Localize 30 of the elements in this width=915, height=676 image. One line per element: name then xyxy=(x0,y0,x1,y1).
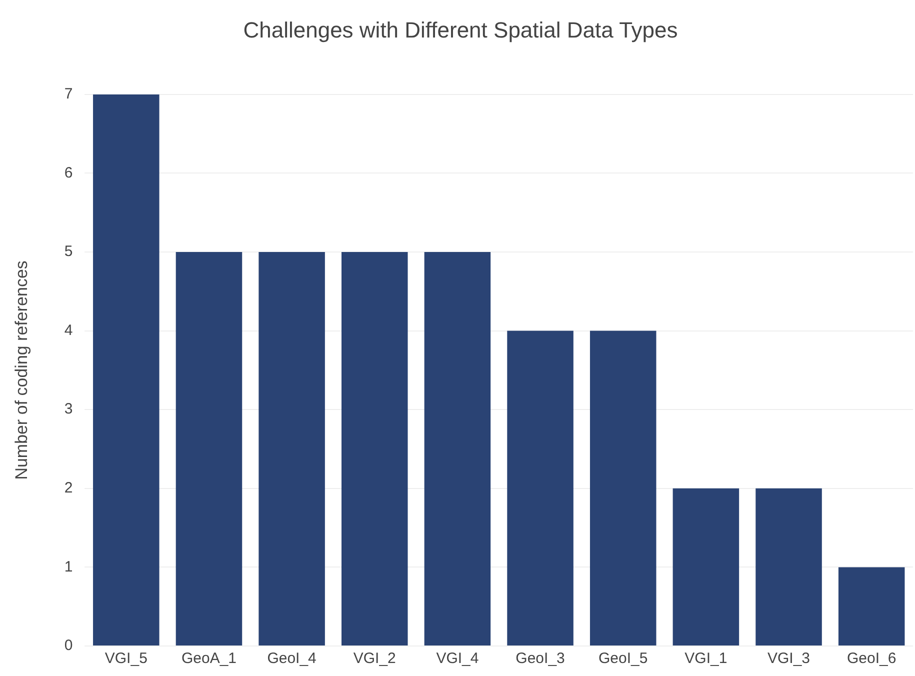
chart-title: Challenges with Different Spatial Data Types xyxy=(243,17,678,42)
y-tick-label: 1 xyxy=(64,558,73,576)
bar xyxy=(590,330,656,646)
x-tick-label: VGI_3 xyxy=(767,650,810,668)
y-tick-label: 6 xyxy=(64,164,73,182)
y-tick-label: 4 xyxy=(64,322,73,339)
bar xyxy=(176,252,242,646)
x-tick-label: GeoA_1 xyxy=(181,650,237,668)
bar xyxy=(258,252,325,646)
x-tick-label: VGI_4 xyxy=(436,650,479,668)
y-axis-title: Number of coding references xyxy=(12,260,31,480)
x-tick-label: GeoI_3 xyxy=(516,650,565,668)
bar xyxy=(507,330,574,646)
x-tick-label: GeoI_6 xyxy=(846,650,896,668)
y-tick-label: 5 xyxy=(64,243,73,260)
x-tick-label: VGI_1 xyxy=(684,650,728,668)
x-tick-label: GeoI_5 xyxy=(598,650,648,668)
bar xyxy=(424,252,491,646)
y-tick-label: 2 xyxy=(64,480,73,497)
x-tick-label: VGI_2 xyxy=(353,650,396,668)
y-tick-label: 0 xyxy=(64,637,73,654)
bar xyxy=(672,488,740,646)
bar xyxy=(93,94,160,646)
x-tick-label: VGI_5 xyxy=(104,650,148,668)
bar xyxy=(838,567,905,646)
bar xyxy=(342,252,408,646)
x-tick-label: GeoI_4 xyxy=(267,650,316,668)
bar xyxy=(756,488,822,646)
y-tick-label: 7 xyxy=(64,86,73,103)
y-tick-label: 3 xyxy=(64,400,73,418)
